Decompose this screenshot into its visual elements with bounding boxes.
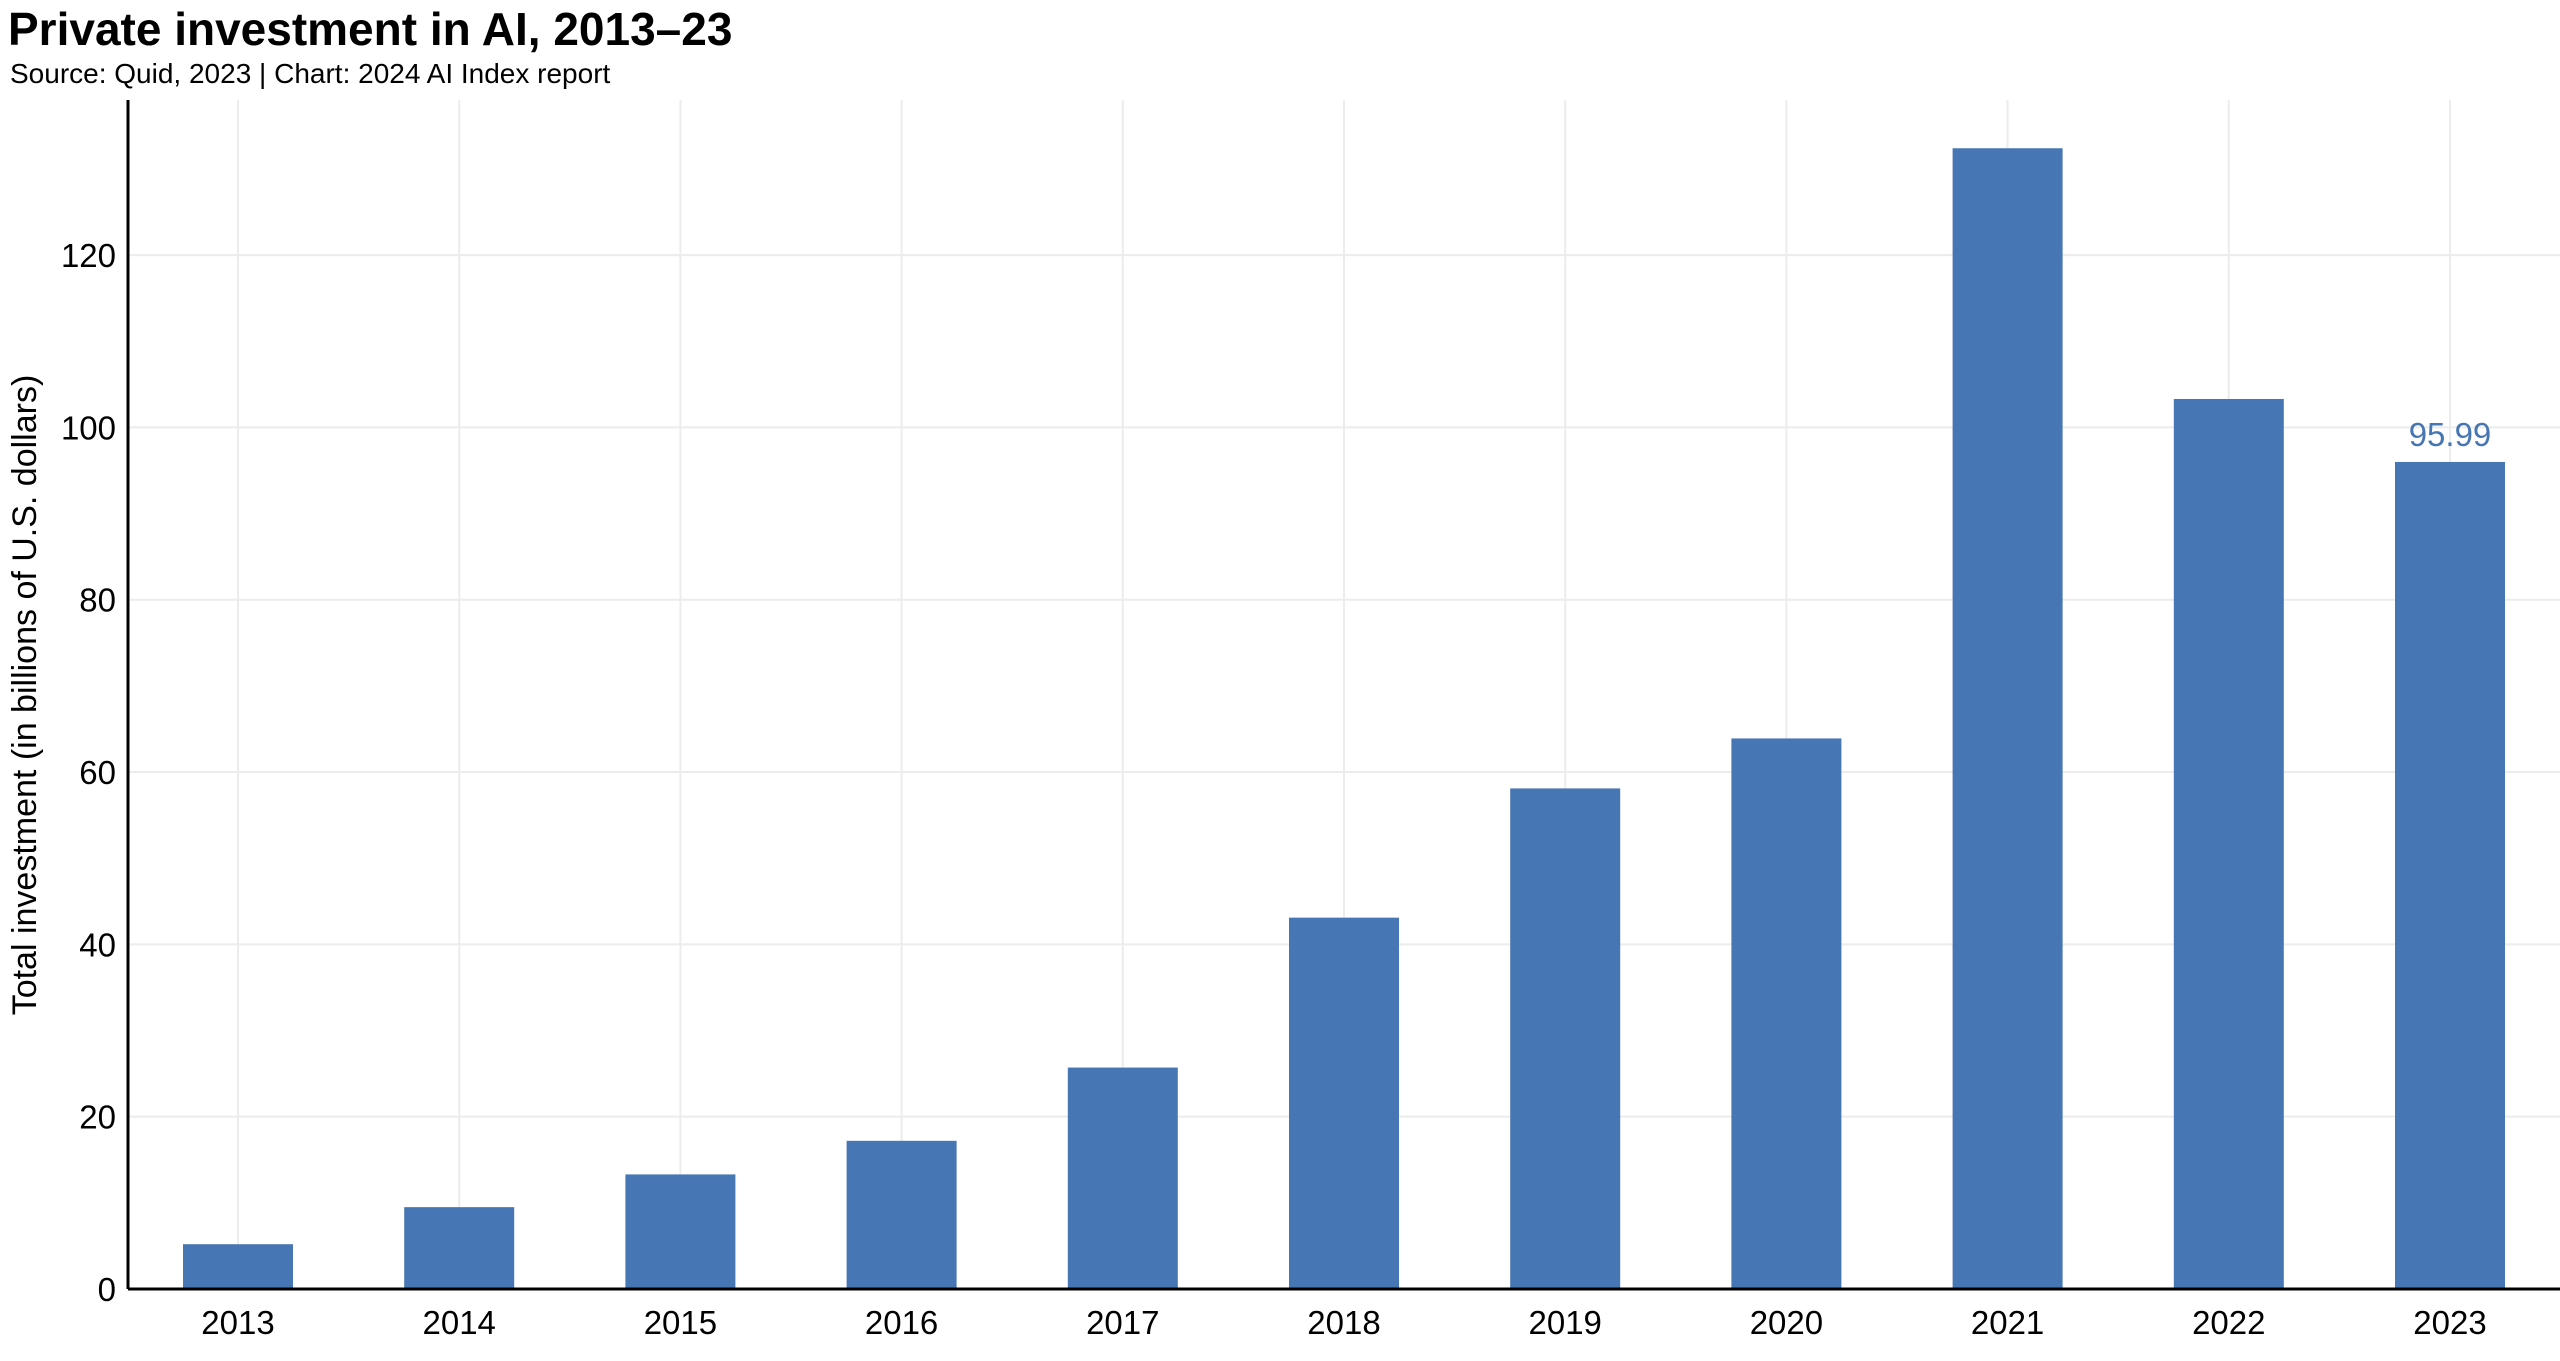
bars	[183, 148, 2505, 1290]
data-label: 95.99	[2409, 416, 2492, 453]
x-tick-label: 2017	[1086, 1304, 1159, 1341]
x-tick-label: 2018	[1307, 1304, 1380, 1341]
x-tick-label: 2020	[1750, 1304, 1823, 1341]
bar-2022	[2173, 398, 2284, 1290]
x-tick-label: 2021	[1971, 1304, 2044, 1341]
chart-title: Private investment in AI, 2013–23	[8, 3, 733, 55]
y-tick-label: 40	[79, 926, 116, 963]
y-tick-label: 100	[61, 409, 116, 446]
bar-2018	[1289, 917, 1399, 1289]
bar-2017	[1067, 1067, 1178, 1289]
bar-2016	[846, 1140, 957, 1289]
x-tick-label: 2016	[865, 1304, 938, 1341]
labels: 0 20 40 60 80 100 120 2013 2014 2015 2016 2017 2018 2…	[61, 237, 2491, 1341]
x-tick-label: 2015	[644, 1304, 717, 1341]
bar-2015	[625, 1174, 736, 1289]
bar-2020	[1731, 738, 1842, 1289]
bar-2023	[2395, 461, 2505, 1290]
bar-2019	[1510, 788, 1621, 1289]
y-axis-label: Total investment (in billions of U.S. do…	[6, 375, 44, 1016]
x-tick-label: 2022	[2192, 1304, 2265, 1341]
y-tick-label: 60	[79, 754, 116, 791]
chart-subtitle: Source: Quid, 2023 | Chart: 2024 AI Inde…	[10, 58, 611, 89]
x-tick-label: 2023	[2413, 1304, 2486, 1341]
x-tick-label: 2019	[1528, 1304, 1601, 1341]
y-tick-label: 0	[98, 1271, 116, 1308]
bar-2021	[1952, 148, 2063, 1290]
y-tick-label: 20	[79, 1099, 116, 1136]
y-tick-label: 80	[79, 582, 116, 619]
bar-2013	[183, 1244, 293, 1289]
axes	[126, 100, 2560, 1291]
bar-2014	[404, 1207, 515, 1289]
x-tick-label: 2014	[422, 1304, 495, 1341]
y-tick-label: 120	[61, 237, 116, 274]
x-tick-label: 2013	[201, 1304, 274, 1341]
